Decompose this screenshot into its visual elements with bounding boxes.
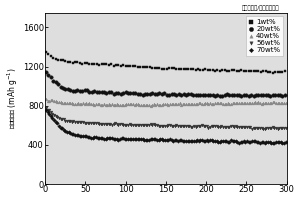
40wt%: [192, 103, 196, 106]
20wt%: [215, 95, 218, 98]
20wt%: [285, 94, 288, 97]
70wt%: [262, 141, 266, 144]
1wt%: [45, 51, 49, 53]
20wt%: [187, 93, 190, 96]
1wt%: [44, 50, 48, 53]
1wt%: [188, 68, 191, 70]
70wt%: [44, 109, 48, 112]
40wt%: [45, 99, 49, 101]
56wt%: [285, 127, 288, 129]
56wt%: [191, 126, 195, 128]
70wt%: [271, 142, 275, 144]
Y-axis label: 放电比容量 (mAh g$^{-1}$): 放电比容量 (mAh g$^{-1}$): [6, 67, 20, 129]
1wt%: [247, 70, 250, 72]
40wt%: [44, 98, 48, 100]
Text: 放电比容量/循环次数曲线: 放电比容量/循环次数曲线: [242, 5, 279, 11]
56wt%: [188, 125, 191, 128]
20wt%: [263, 94, 267, 96]
1wt%: [191, 68, 195, 70]
56wt%: [262, 127, 266, 130]
Line: 20wt%: 20wt%: [44, 71, 288, 98]
20wt%: [45, 72, 49, 75]
Legend: 1wt%, 20wt%, 40wt%, 56wt%, 70wt%: 1wt%, 20wt%, 40wt%, 56wt%, 70wt%: [246, 16, 283, 56]
40wt%: [285, 101, 288, 104]
Line: 40wt%: 40wt%: [45, 98, 288, 107]
56wt%: [44, 107, 48, 109]
Line: 1wt%: 1wt%: [45, 50, 288, 74]
1wt%: [270, 72, 274, 74]
40wt%: [248, 101, 251, 104]
56wt%: [45, 108, 49, 110]
Line: 56wt%: 56wt%: [45, 107, 288, 130]
70wt%: [188, 140, 191, 142]
1wt%: [262, 70, 266, 72]
20wt%: [248, 95, 251, 97]
40wt%: [149, 105, 152, 107]
70wt%: [191, 140, 195, 142]
40wt%: [188, 102, 192, 105]
70wt%: [285, 141, 288, 143]
40wt%: [188, 102, 191, 105]
56wt%: [187, 126, 190, 128]
70wt%: [45, 110, 49, 113]
20wt%: [188, 94, 191, 96]
56wt%: [247, 126, 250, 129]
70wt%: [187, 140, 190, 142]
20wt%: [191, 93, 195, 96]
20wt%: [44, 71, 48, 74]
1wt%: [285, 71, 288, 73]
40wt%: [263, 102, 267, 105]
Line: 70wt%: 70wt%: [45, 109, 288, 144]
70wt%: [247, 141, 250, 143]
56wt%: [263, 128, 267, 130]
1wt%: [187, 68, 190, 70]
